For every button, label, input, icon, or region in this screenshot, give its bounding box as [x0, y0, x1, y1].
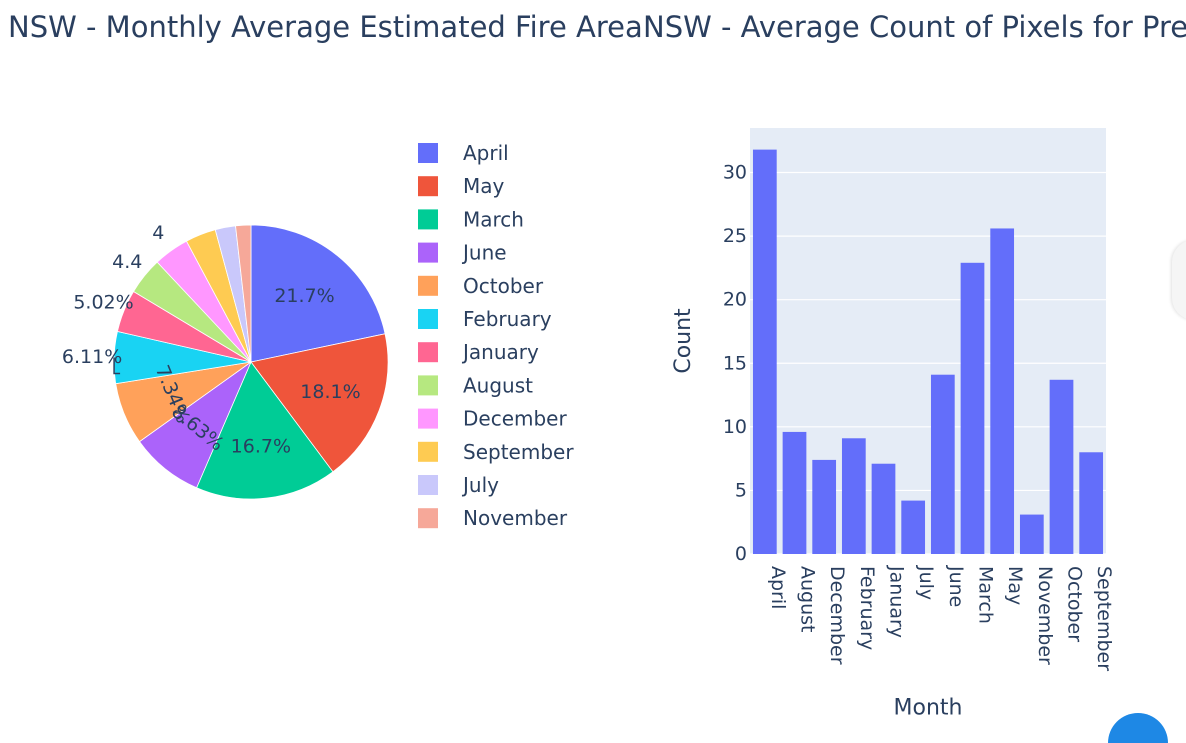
- legend-swatch: [418, 176, 438, 197]
- legend-swatch: [418, 475, 438, 495]
- y-tick-label: 20: [723, 289, 747, 311]
- legend-label: July: [461, 473, 499, 497]
- x-tick-label-july: July: [915, 565, 937, 600]
- pie-label-february: 6.11%: [62, 346, 122, 368]
- pie-leader-line: [113, 357, 121, 375]
- bar-april[interactable]: [752, 149, 777, 554]
- legend-item-march[interactable]: March: [418, 207, 524, 231]
- bar-may[interactable]: [990, 228, 1015, 554]
- y-tick-label: 15: [723, 352, 747, 374]
- bar-june[interactable]: [930, 374, 955, 554]
- legend-item-september[interactable]: September: [418, 440, 574, 464]
- legend-item-august[interactable]: August: [418, 373, 533, 397]
- y-tick-label: 25: [723, 225, 747, 247]
- bar-february[interactable]: [841, 438, 866, 554]
- pie-chart-title: NSW - Monthly Average Estimated Fire Are…: [8, 10, 643, 44]
- legend-item-may[interactable]: May: [418, 174, 505, 198]
- legend-label: March: [463, 207, 524, 231]
- legend-item-june[interactable]: June: [418, 241, 507, 265]
- legend-item-november[interactable]: November: [418, 506, 568, 530]
- bar-july[interactable]: [901, 500, 926, 554]
- x-tick-label-june: June: [945, 565, 967, 607]
- pie-chart: 21.7%18.1%16.7%8.63%7.34%6.11%5.02%4.44: [62, 222, 389, 500]
- pie-slice-may[interactable]: [250, 333, 389, 473]
- legend-item-december[interactable]: December: [418, 407, 567, 431]
- legend-swatch: [418, 309, 438, 329]
- legend-swatch: [418, 209, 438, 230]
- x-tick-label-september: September: [1093, 566, 1115, 671]
- x-tick-label-february: February: [856, 566, 878, 650]
- y-tick-label: 30: [723, 162, 747, 184]
- legend-label: April: [463, 141, 509, 165]
- legend-swatch: [418, 242, 438, 263]
- legend-label: October: [463, 274, 544, 298]
- legend-item-july[interactable]: July: [418, 473, 499, 497]
- pie-label-may: 18.1%: [300, 381, 360, 403]
- bar-march[interactable]: [960, 262, 985, 554]
- y-tick-label: 0: [735, 543, 747, 565]
- legend-item-january[interactable]: January: [418, 340, 539, 364]
- legend-label: June: [461, 241, 507, 265]
- legend-item-april[interactable]: April: [418, 141, 509, 165]
- x-tick-label-october: October: [1064, 566, 1086, 642]
- bar-january[interactable]: [871, 463, 896, 554]
- bar-august[interactable]: [782, 431, 807, 554]
- x-tick-label-may: May: [1004, 566, 1026, 605]
- bar-september[interactable]: [1079, 452, 1104, 554]
- legend-label: August: [463, 373, 533, 397]
- side-scroll-handle[interactable]: [1172, 240, 1186, 320]
- legend-label: May: [463, 174, 505, 198]
- legend-swatch: [418, 408, 438, 429]
- x-tick-label-january: January: [886, 565, 908, 638]
- x-tick-label-april: April: [767, 566, 789, 609]
- pie-label-march: 16.7%: [231, 435, 291, 457]
- x-tick-label-december: December: [826, 566, 848, 665]
- x-tick-label-november: November: [1034, 566, 1056, 665]
- legend-label: September: [463, 440, 574, 464]
- bar-november[interactable]: [1019, 514, 1044, 554]
- charts-canvas: 21.7%18.1%16.7%8.63%7.34%6.11%5.02%4.44 …: [62, 128, 1115, 719]
- legend-label: December: [463, 407, 567, 431]
- x-tick-label-august: August: [797, 566, 819, 633]
- legend-swatch: [418, 275, 438, 296]
- y-axis-title: Count: [671, 308, 696, 374]
- legend-label: January: [461, 340, 539, 364]
- legend-swatch: [418, 342, 438, 363]
- legend-swatch: [418, 508, 438, 529]
- legend-swatch: [418, 375, 438, 396]
- pie-label-december: 4: [152, 222, 164, 244]
- x-axis-title: Month: [894, 696, 963, 720]
- legend-label: November: [463, 506, 568, 530]
- pie-legend[interactable]: April May March June October February January A…: [418, 141, 574, 530]
- pie-label-january: 5.02%: [73, 292, 133, 314]
- y-tick-label: 5: [735, 479, 747, 501]
- legend-label: February: [463, 307, 552, 331]
- pie-slice-april[interactable]: [250, 224, 386, 363]
- pie-label-april: 21.7%: [274, 285, 334, 307]
- pie-slice-march[interactable]: [196, 361, 334, 500]
- pie-slice-november[interactable]: [235, 224, 252, 363]
- bar-chart-title: NSW - Average Count of Pixels for Presu: [643, 10, 1186, 44]
- y-tick-label: 10: [723, 416, 747, 438]
- bar-december[interactable]: [812, 459, 837, 554]
- pie-label-august: 4.4: [112, 251, 142, 273]
- bar-october[interactable]: [1049, 379, 1074, 554]
- bar-chart: 0 5 10 15 20 25 30 April August December February J…: [671, 128, 1115, 719]
- legend-item-october[interactable]: October: [418, 274, 544, 298]
- legend-swatch: [418, 143, 438, 163]
- legend-swatch: [418, 441, 438, 462]
- bar-plot-area: [750, 128, 1106, 554]
- legend-item-february[interactable]: February: [418, 307, 552, 331]
- x-tick-label-march: March: [975, 566, 997, 624]
